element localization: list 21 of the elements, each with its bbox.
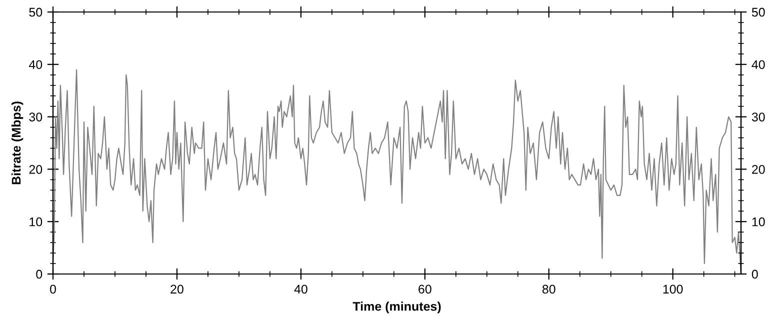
y-tick-label: 50 xyxy=(29,8,42,17)
line-series xyxy=(53,69,741,274)
x-tick-label: 80 xyxy=(542,284,556,294)
y-axis-title: Bitrate (Mbps) xyxy=(11,102,24,184)
y2-tick-label: 20 xyxy=(752,165,765,174)
y2-tick-label: 40 xyxy=(752,60,765,70)
x-tick-label: 60 xyxy=(418,284,432,294)
y2-tick-label: 30 xyxy=(752,112,765,122)
y-tick-label: 10 xyxy=(30,217,42,226)
x-tick-label: 20 xyxy=(170,284,184,294)
y-tick-label: 20 xyxy=(29,165,42,174)
y2-tick-label: 0 xyxy=(752,270,758,279)
y-tick-label: 40 xyxy=(28,60,42,70)
x-axis-title: Time (minutes) xyxy=(352,302,441,314)
y2-tick-label: 10 xyxy=(752,217,765,226)
x-tick-label: 100 xyxy=(663,284,683,294)
y-tick-label: 30 xyxy=(29,112,42,122)
y2-tick-label: 50 xyxy=(752,8,765,17)
y-tick-label: 0 xyxy=(36,270,42,279)
x-tick-label: 40 xyxy=(294,284,308,294)
x-tick-label: 0 xyxy=(50,284,56,294)
